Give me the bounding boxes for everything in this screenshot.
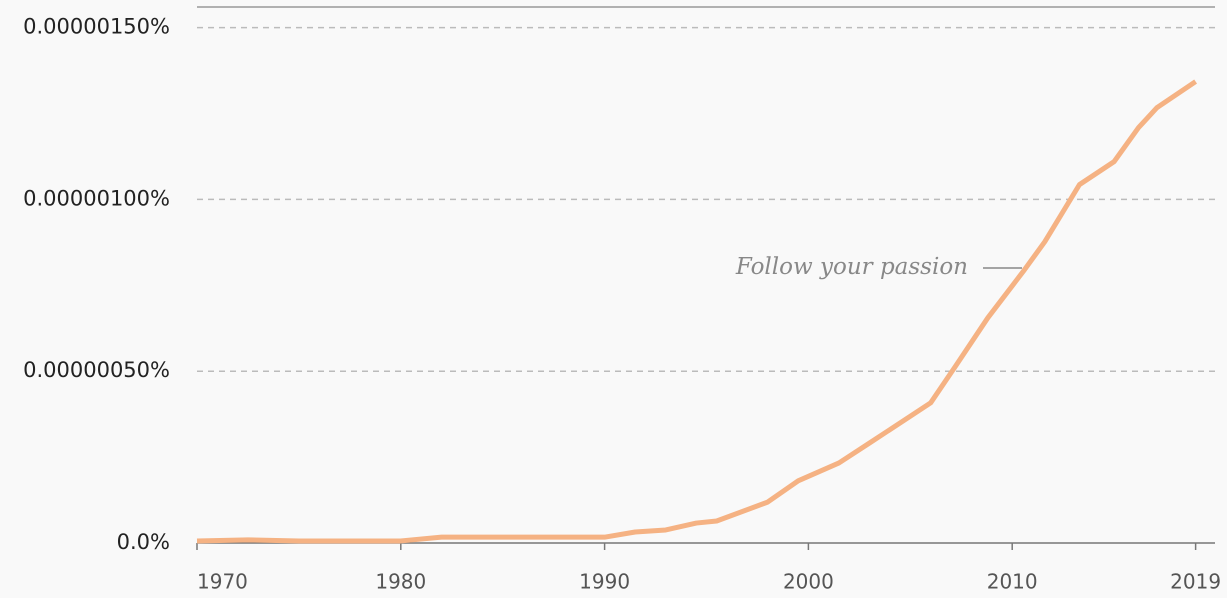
y-tick-label: 0.00000150% — [23, 15, 170, 39]
annotation: Follow your passion — [735, 254, 968, 280]
line — [196, 79, 1198, 544]
x-tick-label: 2000 — [783, 570, 834, 594]
y-tick-label: 0.00000100% — [23, 186, 170, 210]
x-tick-label: 1980 — [375, 570, 426, 594]
y-tick-label: 0.00000050% — [23, 358, 170, 382]
y-tick-label: 0.0% — [117, 530, 170, 554]
x-tick-label: 1970 — [197, 570, 248, 594]
x-tick-label: 2010 — [987, 570, 1038, 594]
x-tick-label: 1990 — [579, 570, 630, 594]
x-tick-label: 2019 — [1170, 570, 1221, 594]
